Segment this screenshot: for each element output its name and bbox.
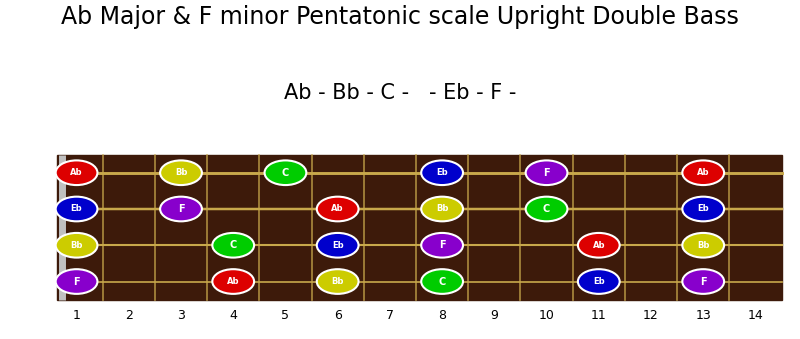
Ellipse shape (526, 197, 567, 221)
Ellipse shape (265, 160, 306, 185)
Ellipse shape (422, 197, 463, 221)
Ellipse shape (56, 269, 98, 294)
Text: Ab Major & F minor Pentatonic scale Upright Double Bass: Ab Major & F minor Pentatonic scale Upri… (61, 5, 739, 29)
Ellipse shape (578, 233, 620, 258)
Ellipse shape (56, 160, 98, 185)
Ellipse shape (317, 233, 358, 258)
Text: Ab: Ab (331, 204, 344, 214)
Ellipse shape (317, 197, 358, 221)
Ellipse shape (56, 197, 98, 221)
Text: F: F (438, 240, 446, 250)
Text: Ab: Ab (70, 168, 83, 177)
Ellipse shape (160, 160, 202, 185)
Text: Ab: Ab (697, 168, 710, 177)
Ellipse shape (160, 197, 202, 221)
Text: Ab: Ab (227, 277, 239, 286)
Text: Ab: Ab (593, 241, 605, 250)
Text: Bb: Bb (436, 204, 448, 214)
Text: Eb: Eb (698, 204, 709, 214)
Ellipse shape (422, 160, 463, 185)
Text: C: C (543, 204, 550, 214)
Text: Eb: Eb (436, 168, 448, 177)
Text: Bb: Bb (175, 168, 187, 177)
Ellipse shape (682, 269, 724, 294)
Text: Bb: Bb (70, 241, 82, 250)
Text: F: F (74, 277, 80, 286)
Text: Eb: Eb (332, 241, 343, 250)
Ellipse shape (212, 269, 254, 294)
Ellipse shape (578, 269, 620, 294)
Text: F: F (178, 204, 184, 214)
Text: Bb: Bb (331, 277, 344, 286)
Ellipse shape (56, 233, 98, 258)
Ellipse shape (526, 160, 567, 185)
Ellipse shape (422, 233, 463, 258)
Text: F: F (700, 277, 706, 286)
Ellipse shape (212, 233, 254, 258)
Text: C: C (282, 168, 289, 178)
Ellipse shape (422, 269, 463, 294)
Text: Eb: Eb (70, 204, 82, 214)
Ellipse shape (682, 233, 724, 258)
Ellipse shape (682, 197, 724, 221)
Text: Eb: Eb (593, 277, 605, 286)
Text: F: F (543, 168, 550, 178)
Text: Ab - Bb - C -   - Eb - F -: Ab - Bb - C - - Eb - F - (284, 83, 516, 103)
Text: Bb: Bb (697, 241, 710, 250)
Ellipse shape (317, 269, 358, 294)
Text: C: C (230, 240, 237, 250)
Ellipse shape (682, 160, 724, 185)
Text: C: C (438, 277, 446, 286)
